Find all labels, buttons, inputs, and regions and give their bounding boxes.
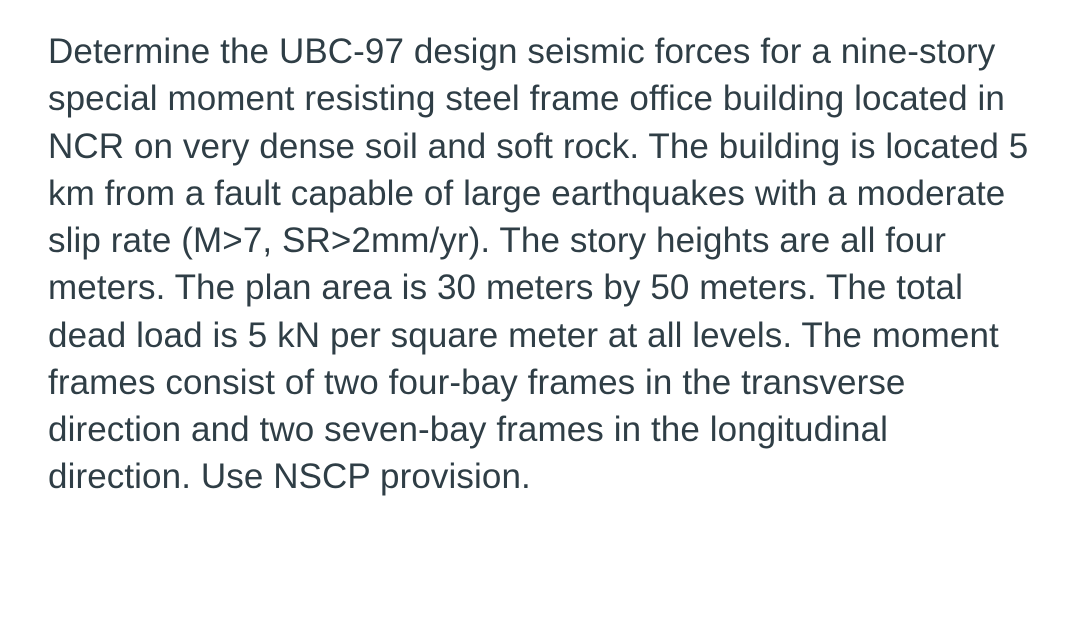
problem-statement-text: Determine the UBC-97 design seismic forc… <box>48 28 1032 501</box>
problem-statement-container: Determine the UBC-97 design seismic forc… <box>0 0 1080 625</box>
